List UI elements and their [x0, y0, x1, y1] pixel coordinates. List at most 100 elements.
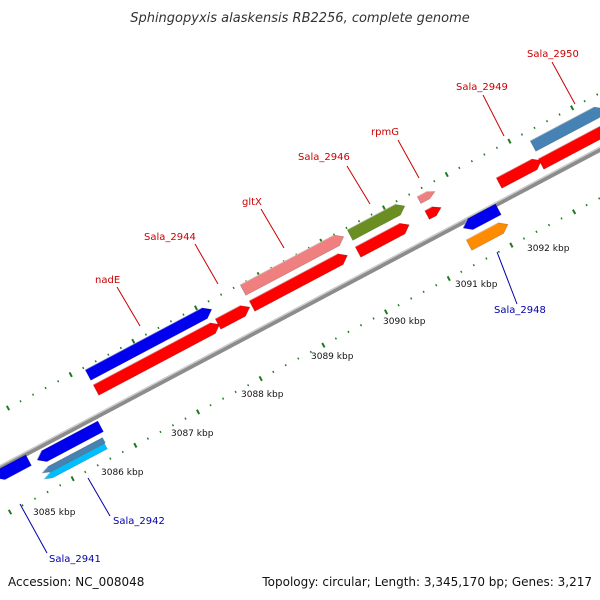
upper-tick-8 — [107, 353, 110, 356]
upper-tick-15 — [194, 305, 199, 311]
upper-tick-1 — [19, 400, 22, 403]
feature-sala-2946-olive-highlight — [346, 203, 396, 231]
lower-tick-46 — [585, 203, 588, 207]
upper-tick-11 — [144, 333, 148, 336]
kbp-label-3092: 3092 kbp — [527, 244, 570, 254]
upper-tick-6 — [82, 366, 85, 370]
feature-nade-blue-highlight — [84, 307, 203, 371]
lower-tick-43 — [547, 223, 551, 227]
upper-tick-43 — [545, 119, 549, 123]
upper-tick-13 — [169, 320, 173, 323]
upper-tick-45 — [570, 105, 575, 111]
lower-tick-21 — [272, 370, 275, 374]
upper-tick-14 — [182, 313, 185, 316]
lower-tick-34 — [435, 283, 438, 287]
leader-gltx — [260, 208, 285, 249]
feature-sala-2950-red-highlight — [537, 125, 600, 160]
feature-sala-2948-orange-highlight — [465, 222, 499, 241]
map-title: Sphingopyxis alaskensis RB2256, complete… — [130, 11, 470, 26]
lower-tick-11 — [146, 437, 150, 440]
feature-sala-2941 — [0, 454, 32, 480]
lower-tick-6 — [84, 470, 87, 474]
gene-label-sala-2944: Sala_2944 — [144, 232, 196, 243]
upper-tick-4 — [57, 380, 60, 383]
upper-tick-17 — [219, 293, 223, 296]
lower-tick-7 — [96, 464, 99, 467]
gene-label-sala-2941: Sala_2941 — [49, 554, 101, 565]
lower-tick-23 — [297, 357, 300, 360]
upper-tick-31 — [395, 199, 398, 203]
lower-tick-14 — [184, 417, 187, 420]
upper-tick-18 — [232, 286, 235, 290]
upper-tick-5 — [68, 371, 73, 378]
feature-sala-2950-steel — [529, 106, 600, 152]
feature-gltx-pink-highlight — [239, 234, 335, 286]
lower-tick-13 — [171, 424, 175, 427]
lower-tick-42 — [535, 230, 538, 234]
upper-tick-35 — [444, 171, 449, 178]
label-leader-lines — [19, 61, 576, 554]
gene-label-sala-2949: Sala_2949 — [456, 82, 508, 93]
lower-tick-25 — [321, 342, 326, 348]
lower-tick-38 — [485, 257, 488, 260]
lower-tick-39 — [497, 250, 500, 254]
upper-tick-38 — [483, 153, 486, 156]
feature-sala-2942b-highlight — [41, 466, 49, 474]
leader-rpmg — [397, 139, 420, 179]
upper-tick-33 — [420, 186, 423, 190]
feature-sala-2949-highlight — [495, 158, 532, 179]
lower-tick-24 — [309, 350, 312, 354]
leader-sala-2944 — [194, 243, 219, 285]
upper-tick-41 — [520, 133, 524, 136]
kbp-label-3090: 3090 kbp — [383, 317, 426, 327]
feature-nade-red-highlight — [92, 322, 211, 386]
feature-sala-2942c-highlight — [43, 472, 51, 480]
upper-tick-10 — [131, 338, 136, 344]
feature-sala-2942c — [43, 443, 108, 480]
lower-tick-0 — [7, 509, 13, 515]
lower-tick-26 — [334, 337, 338, 340]
kbp-label-3087: 3087 kbp — [171, 429, 214, 439]
genome-summary-text: Topology: circular; Length: 3,345,170 bp… — [261, 575, 592, 589]
leader-sala-2949 — [482, 94, 505, 137]
upper-tick-9 — [119, 346, 122, 350]
lower-tick-15 — [196, 409, 201, 415]
kbp-label-3086: 3086 kbp — [101, 468, 144, 478]
feature-sala-2944 — [214, 305, 251, 330]
kbp-label-3089: 3089 kbp — [311, 352, 354, 362]
lower-tick-31 — [397, 303, 400, 307]
feature-rpmg-red — [424, 206, 442, 220]
upper-tick-42 — [533, 126, 536, 130]
kbp-label-3088: 3088 kbp — [241, 390, 284, 400]
leader-sala-2948 — [496, 251, 518, 305]
upper-tick-16 — [207, 300, 210, 303]
gene-label-rpmg: rpmG — [371, 127, 399, 138]
scale-dots — [7, 197, 600, 515]
feature-rpmg-red-highlight — [424, 206, 432, 212]
gene-label-nade: nadE — [95, 275, 120, 286]
lower-tick-9 — [121, 450, 124, 454]
feature-rpmg-pink — [416, 191, 436, 204]
lower-tick-3 — [46, 490, 49, 494]
leader-sala-2942 — [87, 477, 111, 517]
feature-sala-2948-orange — [465, 222, 509, 251]
lower-tick-5 — [70, 475, 75, 482]
kbp-label-3091: 3091 kbp — [455, 280, 498, 290]
kbp-label-3085: 3085 kbp — [33, 508, 76, 518]
gene-label-sala-2946: Sala_2946 — [298, 152, 350, 163]
feature-gltx-red — [248, 253, 348, 312]
leader-nade — [116, 286, 141, 327]
lower-tick-10 — [133, 442, 138, 448]
feature-sala-2948-blue — [462, 203, 502, 230]
upper-tick-12 — [157, 326, 160, 330]
lower-tick-8 — [109, 457, 112, 460]
leader-sala-2941 — [19, 503, 48, 554]
feature-nade-red — [92, 322, 221, 396]
upper-tick-39 — [495, 146, 499, 150]
lower-tick-16 — [209, 404, 212, 407]
backbone-line — [0, 146, 600, 471]
leader-sala-2950 — [551, 61, 576, 105]
upper-tick-46 — [583, 99, 586, 103]
lower-tick-45 — [572, 209, 577, 215]
